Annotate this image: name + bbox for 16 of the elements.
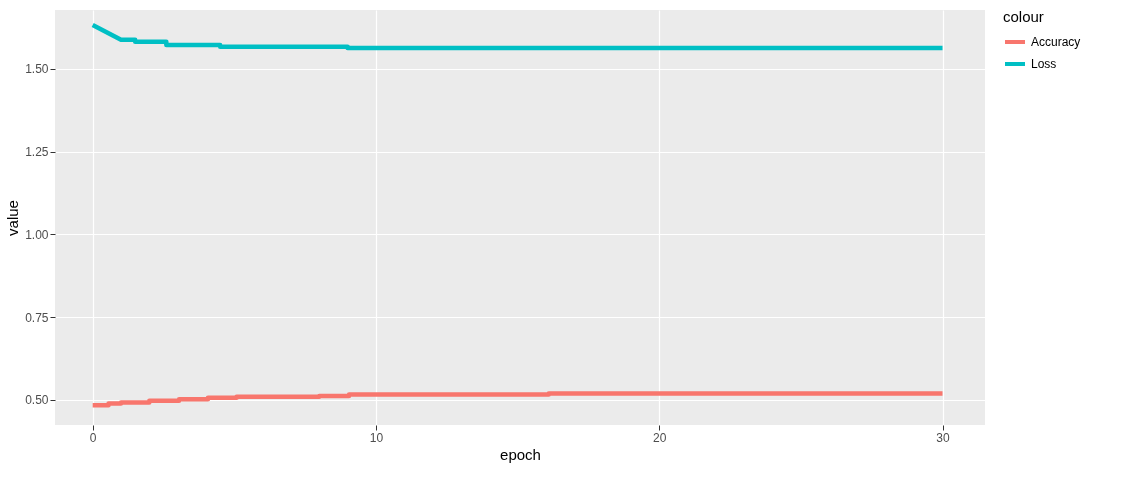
- y-tick-label: 0.50: [25, 393, 49, 408]
- x-tick-label: 0: [89, 430, 97, 445]
- x-tick-label: 20: [653, 430, 667, 445]
- legend-label: Accuracy: [1031, 35, 1081, 49]
- legend-title: colour: [1003, 8, 1044, 25]
- line-series: [90, 391, 945, 408]
- y-tick-label: 0.75: [25, 310, 49, 325]
- legend-label: Loss: [1031, 57, 1057, 71]
- x-tick-label: 10: [369, 430, 384, 445]
- x-axis-title: epoch: [500, 445, 541, 463]
- y-tick-label: 1.50: [25, 62, 49, 77]
- y-tick-label: 1.00: [25, 227, 49, 242]
- y-tick-label: 1.25: [25, 145, 49, 160]
- y-axis-title: value: [4, 200, 22, 236]
- x-tick-label: 30: [936, 430, 950, 445]
- line-series: [90, 22, 945, 51]
